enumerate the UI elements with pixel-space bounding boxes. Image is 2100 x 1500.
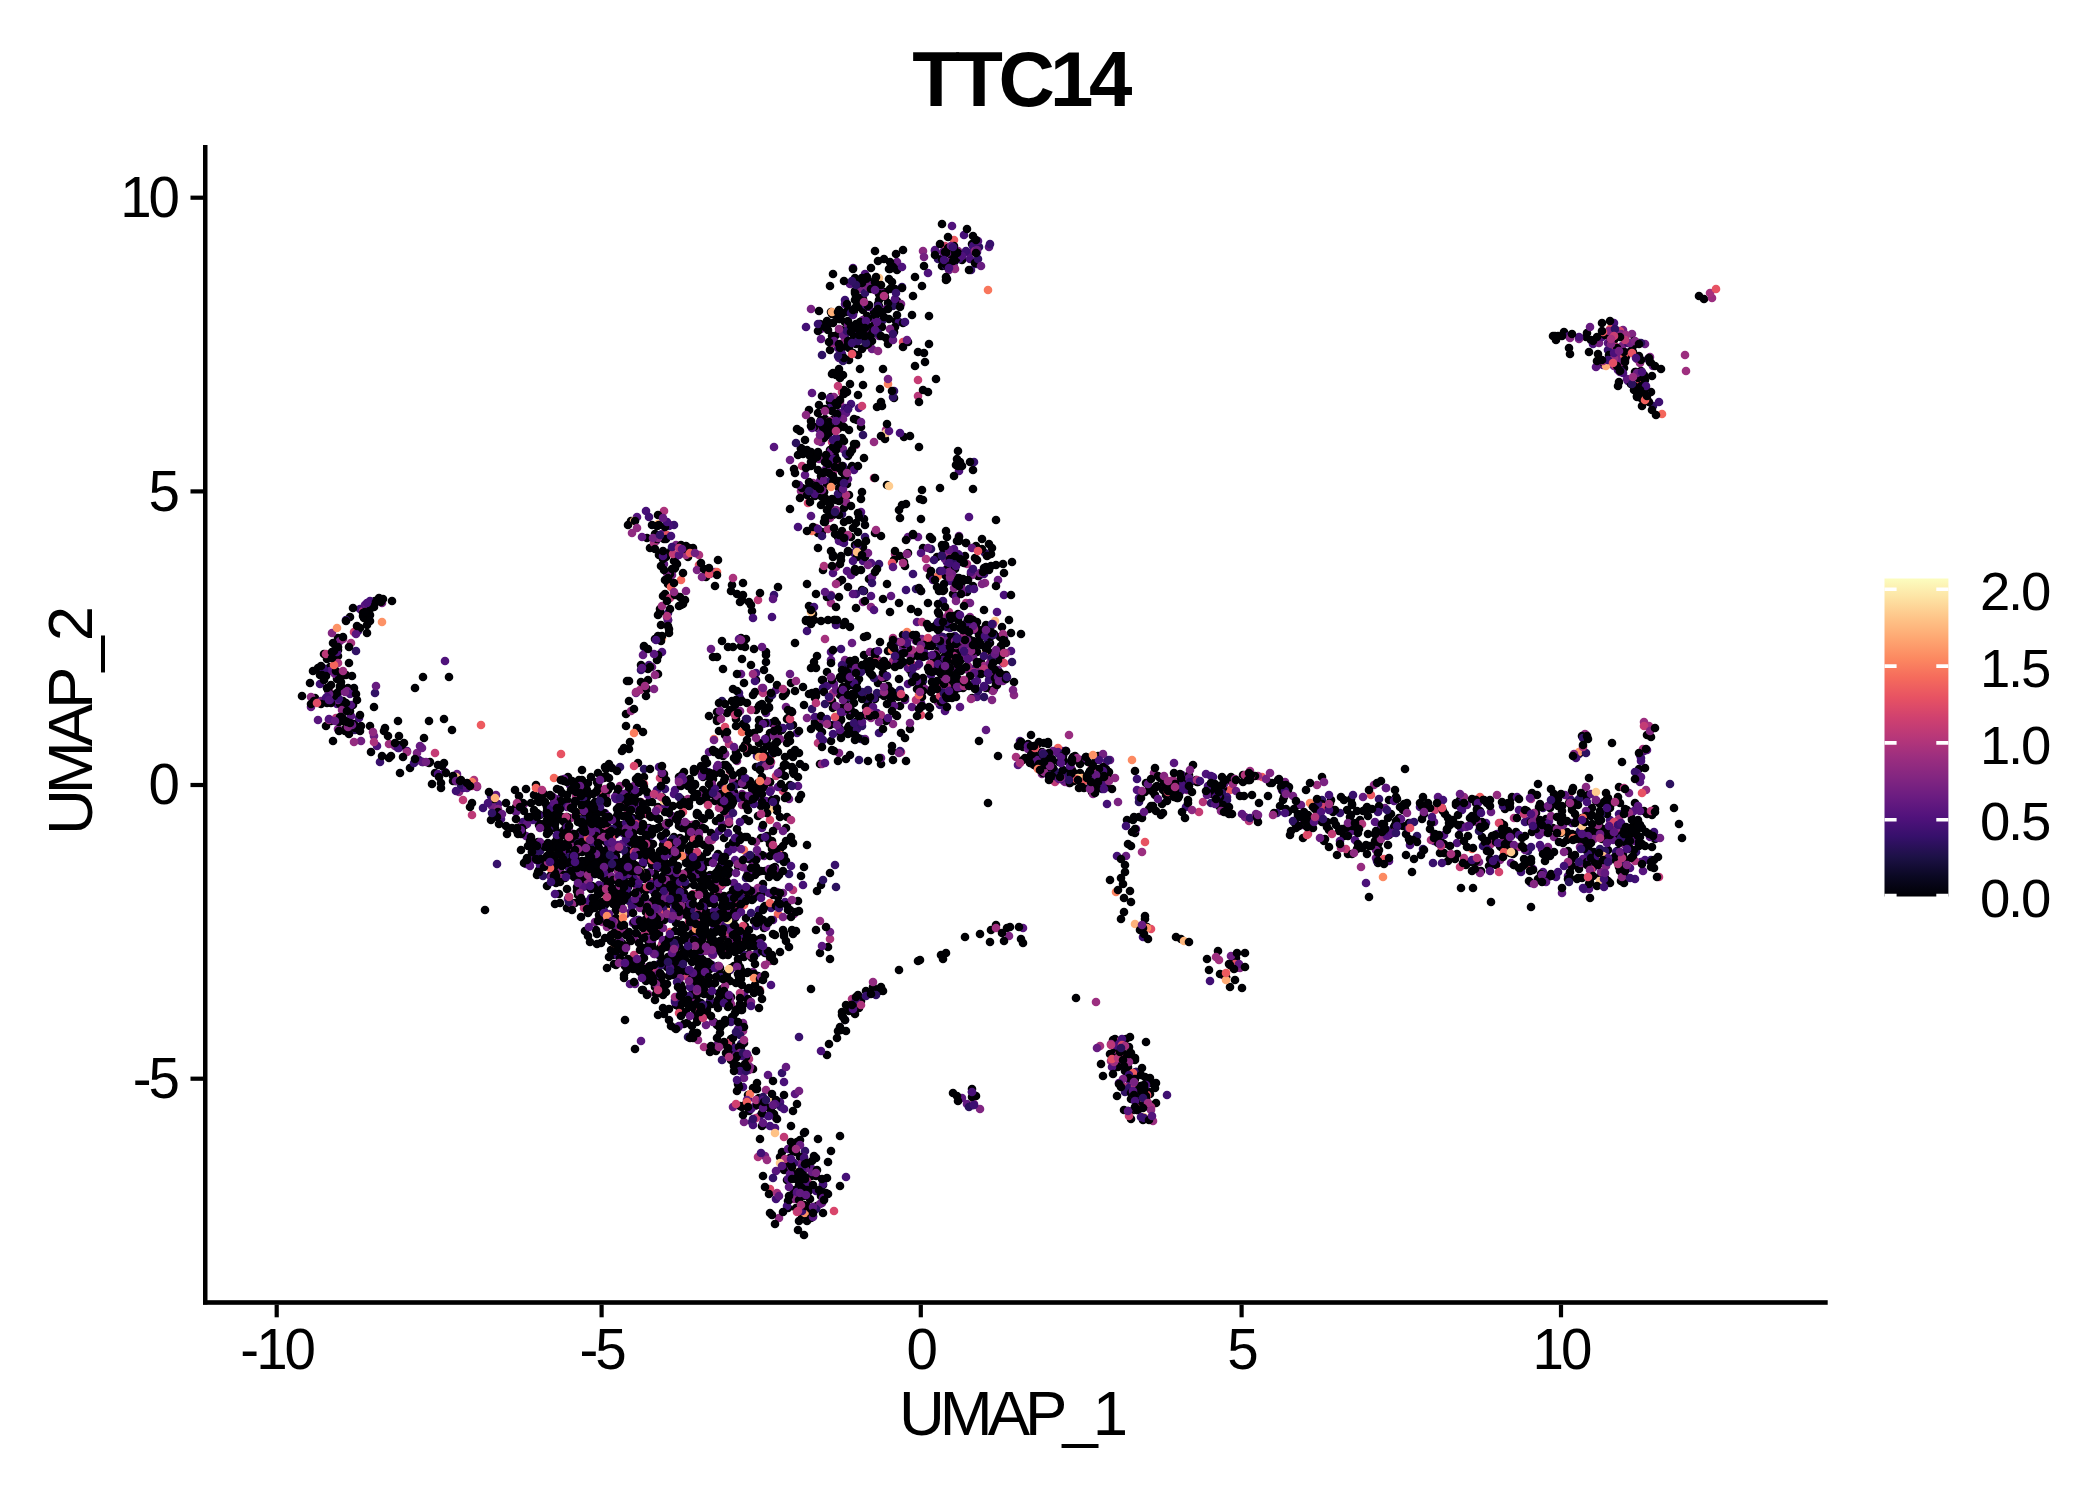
svg-text:-5: -5 bbox=[133, 1047, 179, 1110]
svg-text:0.5: 0.5 bbox=[1980, 791, 2050, 852]
svg-text:UMAP_1: UMAP_1 bbox=[899, 1378, 1126, 1448]
svg-text:0: 0 bbox=[149, 753, 179, 816]
svg-text:10: 10 bbox=[1533, 1318, 1591, 1381]
svg-text:0.0: 0.0 bbox=[1980, 868, 2050, 929]
svg-text:5: 5 bbox=[149, 460, 179, 523]
svg-text:5: 5 bbox=[1227, 1318, 1257, 1381]
svg-text:0: 0 bbox=[907, 1318, 937, 1381]
svg-text:2.0: 2.0 bbox=[1980, 561, 2050, 622]
svg-text:-5: -5 bbox=[579, 1318, 625, 1381]
svg-text:TTC14: TTC14 bbox=[912, 35, 1132, 123]
svg-text:1.5: 1.5 bbox=[1980, 638, 2050, 699]
svg-text:1.0: 1.0 bbox=[1980, 715, 2050, 776]
svg-text:10: 10 bbox=[120, 166, 178, 229]
svg-text:-10: -10 bbox=[240, 1318, 314, 1381]
svg-text:UMAP_2: UMAP_2 bbox=[35, 608, 105, 835]
